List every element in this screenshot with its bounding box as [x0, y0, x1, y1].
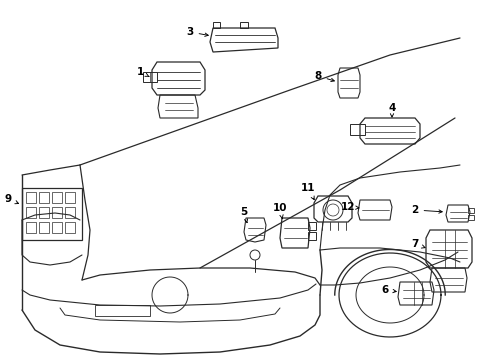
Text: 4: 4: [387, 103, 395, 117]
Text: 5: 5: [240, 207, 247, 222]
Text: 11: 11: [300, 183, 315, 200]
Bar: [39, 222, 49, 233]
Bar: [26, 207, 36, 218]
Text: 2: 2: [410, 205, 441, 215]
Bar: [26, 192, 36, 203]
Text: 8: 8: [314, 71, 334, 82]
Text: 10: 10: [272, 203, 286, 219]
Bar: [65, 222, 75, 233]
Text: 9: 9: [4, 194, 19, 204]
Text: 1: 1: [136, 67, 149, 77]
Bar: [39, 192, 49, 203]
Text: 12: 12: [340, 202, 358, 212]
Bar: [52, 222, 62, 233]
Text: 7: 7: [410, 239, 424, 249]
Bar: [65, 192, 75, 203]
Text: 3: 3: [186, 27, 208, 37]
Bar: [65, 207, 75, 218]
Text: 6: 6: [381, 285, 395, 295]
Bar: [26, 222, 36, 233]
Bar: [22, 188, 82, 240]
Bar: [52, 207, 62, 218]
Bar: [52, 192, 62, 203]
Bar: [39, 207, 49, 218]
